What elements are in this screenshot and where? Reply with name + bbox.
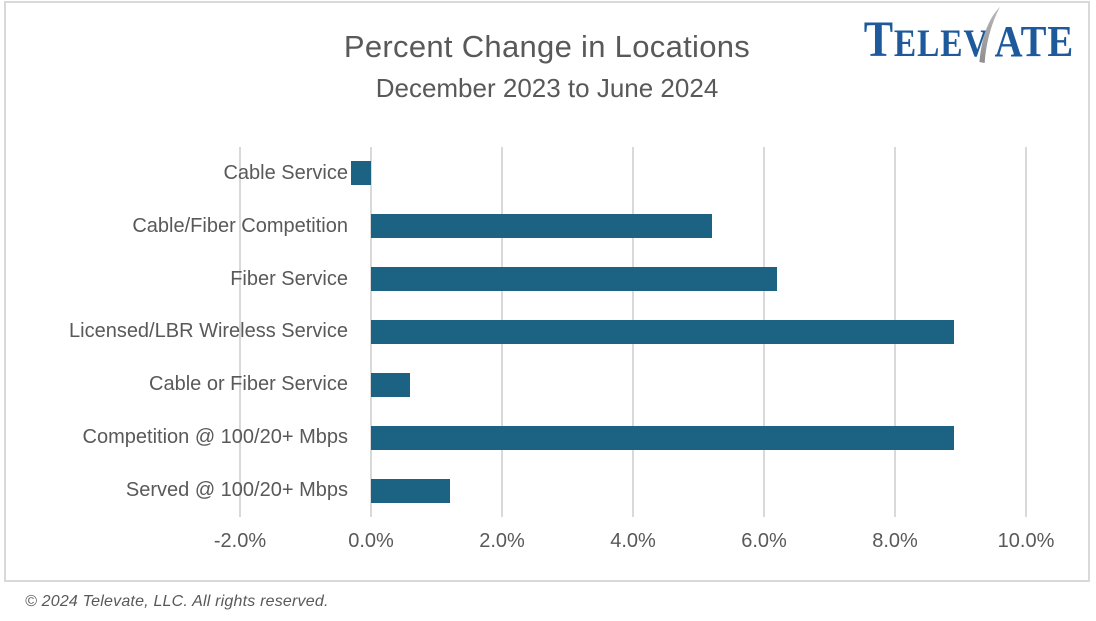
category-label: Fiber Service xyxy=(230,267,348,290)
category-label: Cable/Fiber Competition xyxy=(132,214,348,237)
chart-subtitle: December 2023 to June 2024 xyxy=(375,73,719,103)
televate-logo: T ELEV ATE xyxy=(863,6,1074,68)
category-axis-labels: Cable Service Cable/Fiber Competition Fibe… xyxy=(6,147,348,517)
plot-area: Cable Service Cable/Fiber Competition Fibe… xyxy=(6,147,1088,567)
bars-layer xyxy=(240,147,1026,517)
title-block: Percent Change in Locations December 202… xyxy=(6,29,1088,104)
swoosh-icon xyxy=(979,6,1000,63)
bar xyxy=(371,320,954,344)
logo-letters-elev: ELEV xyxy=(893,22,989,66)
chart-title: Percent Change in Locations xyxy=(343,29,751,64)
category-label: Served @ 100/20+ Mbps xyxy=(125,479,348,502)
category-label: Cable or Fiber Service xyxy=(149,373,348,396)
category-label: Licensed/LBR Wireless Service xyxy=(69,320,348,343)
bar xyxy=(371,425,954,450)
x-tick-label: 8.0% xyxy=(872,530,918,552)
category-label: Competition @ 100/20+ Mbps xyxy=(82,426,348,449)
x-tick-label: 2.0% xyxy=(479,530,525,552)
gridline xyxy=(239,147,241,517)
bar xyxy=(371,267,778,292)
x-tick-label: -2.0% xyxy=(213,530,267,552)
x-tick-label: 6.0% xyxy=(741,530,787,552)
category-label: Cable Service xyxy=(223,161,348,184)
gridline xyxy=(1025,147,1027,517)
x-tick-label: 4.0% xyxy=(610,530,656,552)
copyright-text: © 2024 Televate, LLC. All rights reserve… xyxy=(25,593,329,610)
bar xyxy=(371,372,411,397)
logo-letters-ate: ATE xyxy=(994,16,1074,67)
bar xyxy=(371,478,450,503)
chart-frame: Percent Change in Locations December 202… xyxy=(4,1,1090,582)
bar xyxy=(351,161,371,186)
bar xyxy=(371,214,712,239)
logo-letter-t: T xyxy=(863,9,894,68)
x-tick-label: 10.0% xyxy=(997,530,1055,552)
x-tick-label: 0.0% xyxy=(348,530,394,552)
x-axis-ticks: -2.0% 0.0% 2.0% 4.0% 6.0% 8.0% 10.0% xyxy=(214,530,1054,560)
